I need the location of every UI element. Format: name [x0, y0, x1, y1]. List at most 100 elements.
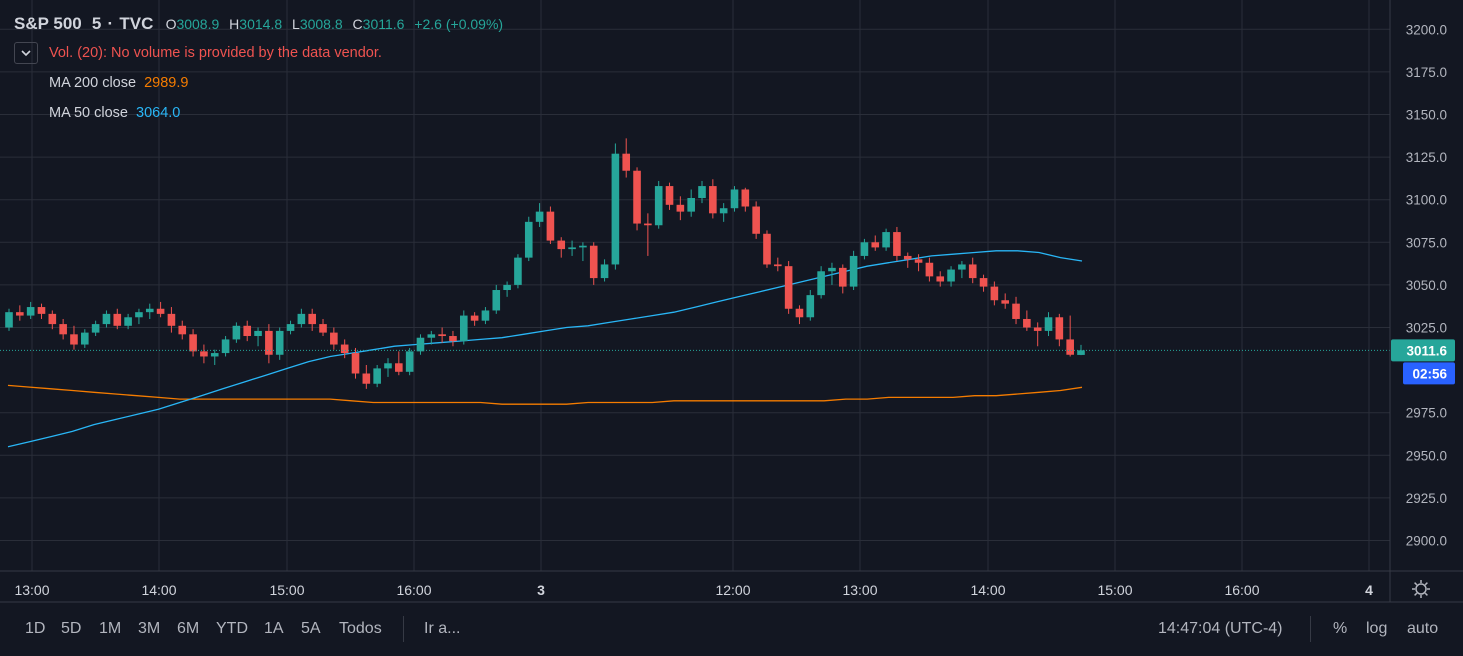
- range-1a-button[interactable]: 1A: [264, 620, 284, 637]
- range-6m-button[interactable]: 6M: [177, 620, 200, 637]
- candle-body: [828, 267, 836, 272]
- candle-body: [16, 312, 24, 316]
- candle: [5, 308, 13, 331]
- candle-body: [1077, 350, 1085, 355]
- candle: [709, 179, 717, 219]
- candle: [568, 240, 576, 256]
- candle-body: [91, 324, 100, 333]
- candle-body: [373, 368, 381, 384]
- candle-body: [589, 245, 598, 279]
- candle-body: [676, 204, 685, 212]
- change-value: +2.6 (+0.09%): [414, 16, 504, 32]
- candle-body: [1012, 303, 1020, 319]
- candle-body: [1044, 317, 1053, 331]
- candle: [622, 138, 631, 178]
- candle: [806, 290, 815, 321]
- time-tick-label: 12:00: [715, 582, 750, 598]
- candle-body: [719, 208, 728, 214]
- candle: [947, 266, 955, 287]
- percent-scale-toggle[interactable]: %: [1333, 620, 1348, 637]
- candle-body: [784, 266, 793, 309]
- low-label: L: [292, 16, 300, 32]
- candle: [210, 349, 219, 365]
- timezone-clock[interactable]: 14:47:04 (UTC-4): [1158, 620, 1283, 637]
- ma200-legend[interactable]: MA 200 close 2989.9: [49, 75, 188, 91]
- volume-indicator-message[interactable]: Vol. (20): No volume is provided by the …: [49, 45, 382, 61]
- candle-body: [330, 332, 338, 345]
- high-label: H: [229, 16, 240, 32]
- candle: [817, 266, 825, 299]
- candle: [243, 320, 252, 342]
- collapse-legend-button[interactable]: [14, 42, 38, 64]
- candle: [600, 259, 609, 282]
- price-tick-label: 3025.0: [1406, 321, 1447, 336]
- candles-layer: [5, 138, 1085, 389]
- ma50-legend[interactable]: MA 50 close 3064.0: [49, 105, 180, 121]
- candle: [557, 237, 566, 258]
- ma50-label: MA 50 close: [49, 105, 128, 121]
- low-value: 3008.8: [299, 16, 343, 32]
- candle: [232, 322, 241, 343]
- candle: [687, 189, 695, 217]
- symbol-name[interactable]: S&P 500: [14, 14, 82, 33]
- candle: [102, 310, 111, 328]
- candle-body: [709, 186, 717, 214]
- range-5a-button[interactable]: 5A: [301, 620, 321, 637]
- candle: [459, 310, 468, 345]
- candle: [449, 330, 457, 347]
- candle: [1044, 312, 1053, 337]
- close-value: 3011.6: [362, 16, 405, 32]
- time-tick-label: 14:00: [141, 582, 176, 598]
- goto-date-button[interactable]: Ir a...: [424, 620, 461, 637]
- candle: [763, 230, 771, 268]
- candle-body: [308, 313, 316, 325]
- candle-body: [438, 334, 446, 337]
- candle: [384, 358, 392, 377]
- range-all-button[interactable]: Todos: [339, 620, 382, 637]
- candle: [492, 284, 501, 314]
- price-tick-label: 3050.0: [1406, 278, 1447, 293]
- range-1d-button[interactable]: 1D: [25, 620, 46, 637]
- log-scale-toggle[interactable]: log: [1366, 620, 1388, 637]
- price-tick-label: 2925.0: [1406, 491, 1447, 506]
- candle-body: [459, 315, 468, 342]
- source: TVC: [119, 14, 154, 33]
- candle: [1055, 313, 1064, 347]
- candle: [828, 262, 836, 285]
- candle: [979, 274, 988, 292]
- toolbar-divider: [403, 616, 404, 642]
- time-tick-label: 15:00: [1097, 582, 1132, 598]
- candle: [535, 203, 544, 227]
- candle-body: [286, 324, 295, 331]
- candle: [1001, 293, 1010, 309]
- time-tick-label: 13:00: [14, 582, 49, 598]
- candle-body: [947, 269, 955, 282]
- candle-body: [37, 307, 46, 314]
- candle-body: [817, 271, 825, 296]
- range-3m-button[interactable]: 3M: [138, 620, 161, 637]
- ohlc-values: O3008.9 H3014.8 L3008.8 C3011.6 +2.6 (+0…: [166, 16, 504, 32]
- candle: [286, 320, 295, 335]
- range-ytd-button[interactable]: YTD: [216, 620, 248, 637]
- ma50-line: [7, 250, 1083, 448]
- auto-scale-toggle[interactable]: auto: [1407, 620, 1439, 637]
- settings-gear-icon[interactable]: [1410, 578, 1432, 600]
- candle-body: [1001, 300, 1010, 304]
- candle: [405, 347, 414, 376]
- range-5d-button[interactable]: 5D: [61, 620, 82, 637]
- interval[interactable]: 5: [91, 14, 102, 33]
- candle-body: [178, 325, 187, 335]
- candle: [741, 187, 750, 212]
- candle: [265, 324, 273, 364]
- countdown-label: 02:56: [1412, 366, 1447, 381]
- ma200-label: MA 200 close: [49, 75, 137, 91]
- candle: [395, 351, 403, 376]
- candle: [633, 167, 641, 231]
- candle-body: [80, 332, 89, 345]
- candle-body: [503, 284, 511, 291]
- candle: [427, 330, 436, 345]
- range-1m-button[interactable]: 1M: [99, 620, 122, 637]
- candle: [156, 301, 165, 318]
- candle-body: [979, 278, 988, 287]
